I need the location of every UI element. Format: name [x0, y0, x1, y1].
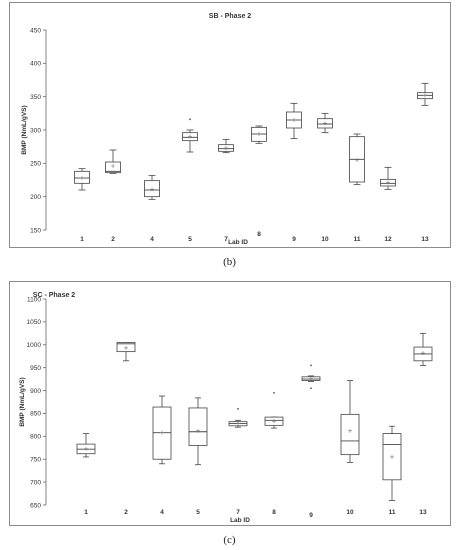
y-tick-label: 750: [30, 457, 41, 464]
y-tick-label: 1050: [27, 319, 42, 326]
y-tick-label: 700: [30, 479, 41, 486]
outlier-point: [237, 407, 239, 410]
y-tick-label: 900: [30, 388, 41, 395]
outlier-point: [273, 391, 275, 394]
x-category-label: 9: [292, 236, 296, 243]
x-category-label: 8: [272, 509, 276, 516]
box-iqr: [188, 407, 208, 446]
mean-marker: [386, 180, 390, 185]
y-tick-label: 1000: [27, 342, 42, 349]
mean-marker: [84, 446, 88, 451]
box-plot-sb: SB - Phase 2 150 200 250 300 350 400 450 BMP (Nm…: [21, 13, 433, 246]
box-plot-sc: SC - Phase 26507007508008509009501000105…: [19, 292, 433, 524]
x-axis-title: Lab ID: [230, 517, 250, 524]
x-category-label: 7: [224, 236, 228, 243]
y-tick-label: 950: [30, 365, 41, 372]
chart-panel-sc: SC - Phase 2 650 700 750 800 850 900 950 1000 105…: [9, 281, 451, 526]
mean-marker: [80, 176, 84, 180]
x-category-label: 2: [111, 236, 115, 243]
outlier-point: [189, 118, 191, 121]
x-category-label: 8: [257, 231, 261, 238]
x-category-label: 13: [419, 509, 427, 516]
chart-title: SB - Phase 2: [209, 13, 252, 20]
y-tick-label: 650: [30, 502, 41, 509]
mean-marker: [292, 118, 296, 122]
mean-marker: [257, 132, 261, 136]
chart-panel-sb: SB - Phase 2 150 200 250 300 350 400 450 BMP (Nm…: [9, 2, 451, 248]
y-axis-title: BMP (NmL/gVS): [19, 377, 26, 426]
mean-marker: [421, 351, 425, 356]
y-tick-label: 1100: [27, 296, 41, 303]
figure-caption-c: (c): [223, 534, 236, 546]
x-category-label: 5: [196, 509, 200, 516]
x-category-label: 10: [321, 236, 329, 243]
mean-marker: [150, 187, 154, 192]
y-axis-title: BMP (NmL/gVS): [21, 105, 28, 154]
y-tick-label: 200: [30, 194, 41, 201]
mean-marker: [236, 421, 240, 426]
mean-marker: [348, 428, 352, 433]
mean-marker: [355, 158, 359, 162]
mean-marker: [111, 164, 115, 168]
x-category-label: 11: [389, 509, 396, 516]
mean-marker: [160, 430, 164, 435]
x-category-label: 1: [80, 236, 84, 243]
x-category-label: 12: [384, 236, 392, 243]
box-iqr: [340, 413, 360, 456]
mean-marker: [272, 419, 276, 424]
chart-title: SC - Phase 2: [33, 292, 76, 299]
mean-marker: [323, 121, 327, 126]
y-tick-label: 300: [30, 127, 41, 134]
x-category-label: 4: [150, 236, 154, 243]
x-category-label: 4: [160, 509, 164, 516]
outlier-point: [310, 387, 312, 390]
mean-marker: [390, 454, 394, 459]
y-tick-label: 800: [30, 434, 41, 441]
y-tick-label: 400: [30, 61, 41, 68]
mean-marker: [188, 134, 192, 139]
x-category-label: 9: [309, 512, 313, 519]
y-tick-label: 850: [30, 411, 41, 418]
figure-caption-b: (b): [223, 256, 236, 268]
x-category-label: 13: [421, 236, 429, 243]
outlier-point: [310, 364, 312, 367]
y-tick-label: 350: [30, 94, 41, 101]
mean-marker: [124, 345, 128, 350]
x-category-label: 7: [236, 509, 240, 516]
mean-marker: [309, 376, 313, 381]
x-category-label: 5: [188, 236, 192, 243]
x-axis-title: Lab ID: [228, 239, 248, 246]
x-category-label: 10: [346, 509, 354, 516]
x-category-label: 2: [124, 509, 128, 516]
x-category-label: 1: [84, 509, 88, 516]
y-tick-label: 150: [30, 227, 41, 234]
y-tick-label: 450: [30, 27, 41, 34]
y-tick-label: 250: [30, 161, 41, 168]
mean-marker: [196, 428, 200, 433]
mean-marker: [423, 93, 427, 98]
mean-marker: [224, 146, 228, 150]
x-category-label: 11: [354, 236, 361, 243]
